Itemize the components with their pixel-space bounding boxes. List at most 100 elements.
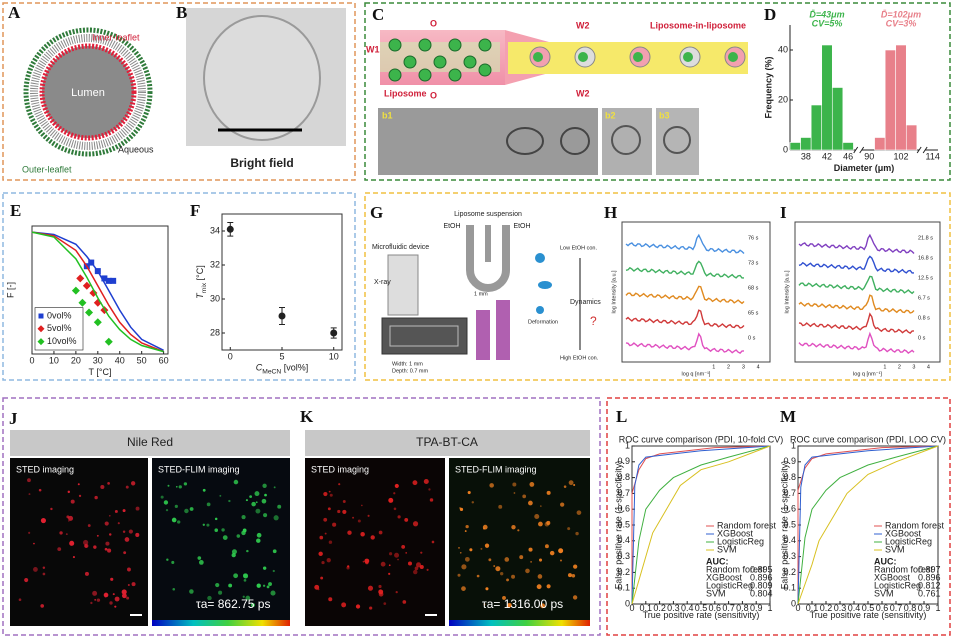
bar (842, 142, 854, 151)
x-label: CMeCN [vol%] (256, 363, 309, 375)
spot (314, 584, 320, 590)
spot (341, 602, 347, 608)
spot (256, 538, 261, 543)
spot (206, 502, 211, 507)
droplet (463, 55, 477, 69)
spot (171, 560, 175, 564)
spot (233, 479, 239, 485)
roc-line (631, 445, 771, 605)
spot (160, 495, 164, 499)
panel-letter: M (780, 407, 796, 426)
spot (380, 561, 386, 567)
spot (549, 550, 555, 556)
spot (121, 589, 127, 595)
spot (537, 574, 543, 579)
legend-label: LogisticReg (885, 536, 932, 546)
spot (103, 592, 109, 598)
spot (378, 589, 384, 595)
caption: Bright field (230, 156, 293, 170)
spot (50, 507, 53, 511)
spot (507, 602, 512, 608)
x-tick-label: 0.1 (640, 603, 653, 613)
x-tick-label: 0.4 (848, 603, 861, 613)
y-tick-label: 40 (778, 44, 788, 54)
time-label: 6.7 s (918, 295, 930, 301)
spot (495, 566, 501, 572)
label: Deformation (528, 319, 558, 325)
spot (429, 498, 434, 502)
fluorescence-spots (18, 478, 582, 610)
x-tick-label: 0.7 (890, 603, 903, 613)
x-tick-label: 10 (329, 352, 339, 362)
spot (394, 483, 399, 488)
x-tick-label: 0.7 (722, 603, 735, 613)
x-label-part: C (256, 363, 263, 373)
spot (320, 576, 324, 580)
bar (874, 137, 886, 151)
spot (461, 564, 467, 570)
y-tick-label: 0.7 (617, 488, 630, 498)
spot (231, 549, 237, 555)
roc-line (631, 445, 771, 605)
spot (42, 572, 46, 576)
panel-letter: E (10, 201, 21, 220)
legend-marker (37, 338, 45, 346)
x-tick-label: 0.3 (834, 603, 847, 613)
micrograph (449, 458, 590, 626)
spot (389, 552, 393, 556)
droplet (506, 127, 544, 155)
roc-line (631, 445, 771, 605)
auc-name: SVM (874, 588, 894, 598)
x-tick-label: 40 (115, 356, 125, 366)
droplet (633, 52, 643, 62)
auc-value: 0.897 (918, 564, 941, 574)
label: ? (590, 314, 597, 328)
spot (546, 520, 551, 525)
spot (96, 598, 101, 602)
x-label: Diameter (μm) (834, 163, 895, 173)
time-label: 68 s (748, 285, 759, 291)
spot (546, 584, 551, 589)
spot (18, 598, 22, 602)
header: Nile Red (127, 435, 173, 449)
spot (319, 535, 324, 540)
spot (528, 547, 533, 552)
spot (484, 543, 490, 548)
x-tick-label: 0.6 (876, 603, 889, 613)
spot (171, 517, 177, 523)
spectrum (798, 294, 915, 314)
spot (38, 488, 42, 492)
point (78, 298, 87, 307)
spot (72, 556, 75, 559)
spot (415, 562, 422, 568)
label: EtOH (513, 223, 530, 230)
spot (426, 568, 429, 571)
point (82, 281, 91, 290)
spot (184, 508, 189, 514)
auc-title: AUC: (874, 556, 897, 566)
auc-value: 0.809 (750, 580, 773, 590)
spot (40, 517, 47, 524)
spot (231, 552, 236, 558)
roc-line (797, 445, 939, 605)
spot (214, 528, 219, 532)
spot (256, 583, 261, 588)
frame-cd (364, 2, 951, 181)
axis-break (855, 148, 862, 152)
legend-label: Random forest (885, 520, 945, 530)
y-tick-label: 0.9 (783, 456, 796, 466)
label: W1 (366, 44, 380, 54)
liposome-schematic (23, 27, 153, 157)
spot (388, 564, 391, 567)
spot (471, 501, 475, 504)
spot (246, 549, 249, 553)
label: Width: 1 mm (392, 361, 423, 367)
annotation: D̄=43μm (809, 9, 844, 19)
frame-jk (2, 397, 601, 636)
bar (810, 104, 823, 151)
legend-marker (38, 313, 44, 319)
spot (242, 595, 245, 598)
spot (100, 484, 105, 490)
legend-label: XGBoost (717, 528, 754, 538)
point (85, 308, 94, 317)
